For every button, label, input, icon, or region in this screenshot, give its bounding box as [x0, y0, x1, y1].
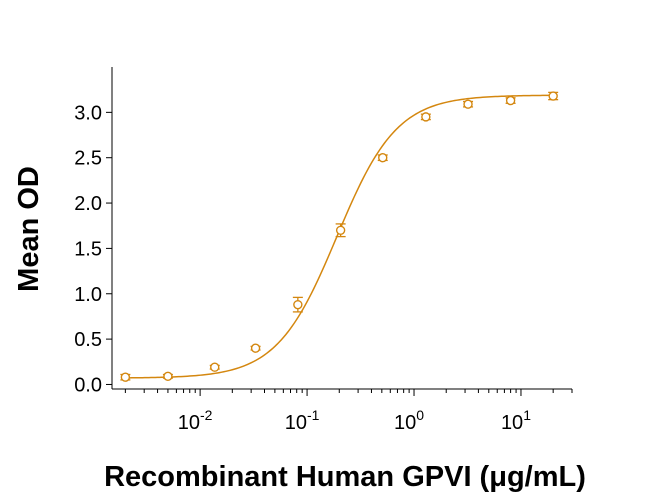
- data-point: [505, 95, 516, 106]
- y-tick-label: 3.0: [74, 102, 102, 124]
- x-tick-label: 100: [394, 407, 424, 434]
- tick-labels: 0.0 0.5 1.0 1.5 2.0 2.5 3.0 10-2 10-1 100 101: [74, 102, 531, 434]
- y-tick-label: 2.0: [74, 193, 102, 215]
- data-point: [293, 299, 303, 310]
- axes: [106, 67, 573, 396]
- y-tick-label: 2.5: [74, 148, 102, 170]
- data-point: [421, 112, 431, 122]
- data-point: [335, 225, 346, 235]
- data-point: [210, 362, 220, 372]
- x-tick-label: 10-2: [178, 407, 213, 434]
- data-point: [378, 153, 388, 163]
- x-tick-label: 101: [501, 407, 531, 434]
- data-points-layer: [120, 91, 559, 382]
- x-tick-label: 10-1: [285, 407, 320, 434]
- data-point: [250, 343, 261, 353]
- y-axis-title: Mean OD: [13, 166, 45, 292]
- data-point: [463, 99, 473, 109]
- data-point: [548, 91, 558, 101]
- y-tick-label: 0.0: [74, 374, 102, 396]
- y-tick-label: 0.5: [74, 329, 102, 351]
- y-tick-label: 1.0: [74, 284, 102, 306]
- data-point: [163, 371, 173, 382]
- data-point: [120, 372, 131, 382]
- x-axis-title: Recombinant Human GPVI (μg/mL): [104, 461, 586, 493]
- y-tick-label: 1.5: [74, 238, 102, 260]
